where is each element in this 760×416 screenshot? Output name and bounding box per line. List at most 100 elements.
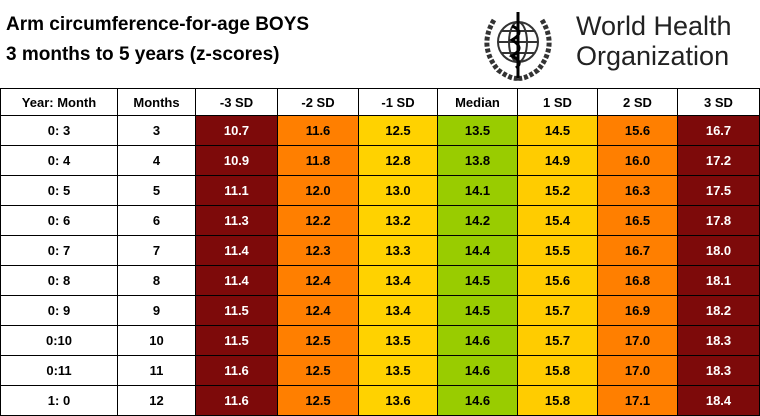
table-cell: 0:10	[0, 326, 118, 356]
title-line: Arm circumference-for-age BOYS	[6, 14, 310, 35]
table-cell: 0: 4	[0, 146, 118, 176]
table-cell: 10.7	[196, 116, 278, 146]
table-cell: 15.4	[518, 206, 598, 236]
column-header: 3 SD	[678, 88, 760, 116]
table-cell: 11.3	[196, 206, 278, 236]
table-cell: 12.2	[278, 206, 359, 236]
table-cell: 11.6	[278, 116, 359, 146]
column-header: Median	[438, 88, 518, 116]
table-cell: 13.5	[359, 326, 438, 356]
table-cell: 13.8	[438, 146, 518, 176]
table-cell: 4	[118, 146, 196, 176]
table-cell: 14.5	[438, 296, 518, 326]
table-cell: 12.4	[278, 266, 359, 296]
table-cell: 16.3	[598, 176, 678, 206]
column-header: -3 SD	[196, 88, 278, 116]
table-cell: 15.8	[518, 356, 598, 386]
table-cell: 14.4	[438, 236, 518, 266]
table-cell: 12.3	[278, 236, 359, 266]
table-cell: 14.5	[518, 116, 598, 146]
table-cell: 16.8	[598, 266, 678, 296]
table-cell: 0: 7	[0, 236, 118, 266]
table-cell: 17.1	[598, 386, 678, 416]
who-emblem	[484, 12, 552, 81]
table-cell: 14.5	[438, 266, 518, 296]
column-header: -2 SD	[278, 88, 359, 116]
table-cell: 13.5	[359, 356, 438, 386]
table-cell: 16.5	[598, 206, 678, 236]
table-cell: 0: 6	[0, 206, 118, 236]
table-cell: 14.6	[438, 326, 518, 356]
table-cell: 12.5	[359, 116, 438, 146]
table-cell: 13.3	[359, 236, 438, 266]
table-cell: 11.4	[196, 266, 278, 296]
logo-text: Organization	[576, 41, 730, 71]
table-cell: 16.9	[598, 296, 678, 326]
table-cell: 12.0	[278, 176, 359, 206]
column-header: -1 SD	[359, 88, 438, 116]
logo-text: World Health	[576, 11, 732, 41]
table-cell: 8	[118, 266, 196, 296]
column-header: 2 SD	[598, 88, 678, 116]
table-cell: 15.8	[518, 386, 598, 416]
table-cell: 14.2	[438, 206, 518, 236]
table-cell: 11.4	[196, 236, 278, 266]
table-cell: 10	[118, 326, 196, 356]
table-cell: 18.4	[678, 386, 760, 416]
table-cell: 15.6	[518, 266, 598, 296]
table-cell: 13.2	[359, 206, 438, 236]
table-cell: 13.5	[438, 116, 518, 146]
table-cell: 18.3	[678, 356, 760, 386]
table-cell: 15.5	[518, 236, 598, 266]
table-cell: 14.6	[438, 386, 518, 416]
table-cell: 18.0	[678, 236, 760, 266]
table-cell: 12.5	[278, 356, 359, 386]
column-header: 1 SD	[518, 88, 598, 116]
table-cell: 11.6	[196, 386, 278, 416]
table-cell: 17.8	[678, 206, 760, 236]
table-cell: 11	[118, 356, 196, 386]
column-header: Months	[118, 88, 196, 116]
table-cell: 15.2	[518, 176, 598, 206]
table-cell: 17.2	[678, 146, 760, 176]
table-cell: 16.7	[598, 236, 678, 266]
table-cell: 0:11	[0, 356, 118, 386]
table-cell: 1: 0	[0, 386, 118, 416]
table-cell: 12.8	[359, 146, 438, 176]
table-cell: 13.4	[359, 296, 438, 326]
table-cell: 15.7	[518, 326, 598, 356]
table-cell: 12.4	[278, 296, 359, 326]
table-cell: 6	[118, 206, 196, 236]
table-cell: 0: 3	[0, 116, 118, 146]
table-cell: 15.6	[598, 116, 678, 146]
table-cell: 13.0	[359, 176, 438, 206]
table-cell: 17.0	[598, 356, 678, 386]
table-cell: 17.5	[678, 176, 760, 206]
table-cell: 7	[118, 236, 196, 266]
table-cell: 12.5	[278, 386, 359, 416]
table-cell: 11.1	[196, 176, 278, 206]
table-cell: 18.2	[678, 296, 760, 326]
table-cell: 0: 9	[0, 296, 118, 326]
table-cell: 11.8	[278, 146, 359, 176]
table-cell: 16.7	[678, 116, 760, 146]
table-cell: 12.5	[278, 326, 359, 356]
table-cell: 0: 5	[0, 176, 118, 206]
table-cell: 9	[118, 296, 196, 326]
table-cell: 3	[118, 116, 196, 146]
table-cell: 11.6	[196, 356, 278, 386]
table-cell: 5	[118, 176, 196, 206]
table-cell: 12	[118, 386, 196, 416]
table-cell: 13.6	[359, 386, 438, 416]
title-line: 3 months to 5 years (z-scores)	[6, 44, 280, 65]
table-cell: 18.1	[678, 266, 760, 296]
table-cell: 17.0	[598, 326, 678, 356]
table-cell: 10.9	[196, 146, 278, 176]
column-header: Year: Month	[0, 88, 118, 116]
table-cell: 14.1	[438, 176, 518, 206]
table-cell: 14.6	[438, 356, 518, 386]
table-cell: 18.3	[678, 326, 760, 356]
table-cell: 11.5	[196, 326, 278, 356]
table-cell: 14.9	[518, 146, 598, 176]
